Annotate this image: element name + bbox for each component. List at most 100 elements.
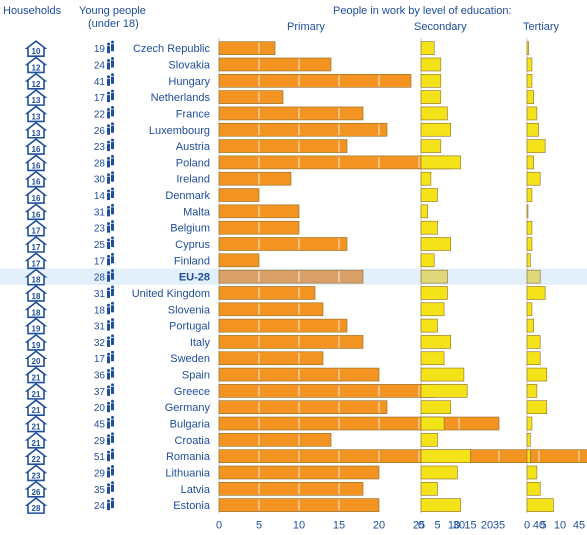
bar-secondary xyxy=(420,155,461,170)
household-value: 16 xyxy=(32,145,41,154)
house-icon: 10 xyxy=(24,40,48,57)
bar-secondary xyxy=(420,41,435,55)
bar-tertiary xyxy=(526,122,539,137)
household-value: 21 xyxy=(32,390,41,399)
young-people-value: 51 xyxy=(94,452,106,463)
bar-secondary xyxy=(420,269,448,284)
household-value: 13 xyxy=(32,112,41,121)
country-label: Poland xyxy=(176,157,210,169)
bar-primary xyxy=(218,122,388,137)
bar-tertiary xyxy=(526,498,554,512)
house-icon: 16 xyxy=(24,170,48,188)
household-value: 17 xyxy=(32,243,41,252)
country-label: Belgium xyxy=(170,223,210,235)
house-icon: 19 xyxy=(24,317,48,335)
country-label: France xyxy=(176,108,210,120)
people-icon xyxy=(107,497,114,511)
bar-tertiary xyxy=(526,220,533,235)
young-people-value: 25 xyxy=(94,240,106,251)
tick-label-primary: 30 xyxy=(453,519,465,531)
household-value: 19 xyxy=(32,341,41,350)
bar-secondary xyxy=(420,498,461,512)
house-icon: 21 xyxy=(24,366,48,384)
young-people-value: 22 xyxy=(94,109,106,120)
country-label: Denmark xyxy=(165,190,210,202)
people-icon xyxy=(107,318,114,331)
bar-tertiary xyxy=(526,302,533,317)
country-label: Malta xyxy=(183,206,211,218)
bar-tertiary xyxy=(526,57,533,72)
people-icon xyxy=(107,334,114,347)
people-icon xyxy=(107,432,114,445)
household-value: 17 xyxy=(32,227,41,236)
household-value: 16 xyxy=(32,210,41,219)
young-people-value: 30 xyxy=(94,175,106,186)
bar-primary xyxy=(218,449,587,463)
tick-label-primary: 45 xyxy=(573,519,585,531)
bar-secondary xyxy=(420,90,442,104)
young-people-value: 28 xyxy=(94,273,106,284)
bar-secondary xyxy=(420,188,438,202)
household-value: 16 xyxy=(32,178,41,187)
bar-primary xyxy=(218,286,316,300)
people-icon xyxy=(107,105,114,119)
house-icon: 23 xyxy=(24,464,48,482)
country-label: Germany xyxy=(165,402,211,414)
country-label: Italy xyxy=(190,337,211,349)
bar-tertiary xyxy=(526,41,529,55)
house-icon: 16 xyxy=(24,154,48,172)
people-icon xyxy=(107,383,114,396)
bar-secondary xyxy=(420,335,452,349)
house-icon: 26 xyxy=(24,480,48,498)
young-people-value: 23 xyxy=(94,142,106,153)
tick-label-secondary: 0 xyxy=(418,519,424,531)
country-label: Lithuania xyxy=(165,467,211,479)
household-value: 13 xyxy=(32,96,41,105)
bar-secondary xyxy=(420,481,438,496)
bar-secondary xyxy=(420,204,428,219)
bar-secondary xyxy=(420,171,432,186)
young-people-value: 14 xyxy=(94,191,106,202)
young-people-value: 23 xyxy=(94,224,106,235)
young-people-value: 37 xyxy=(94,387,106,398)
house-icon: 22 xyxy=(24,448,48,465)
household-value: 16 xyxy=(32,194,41,203)
bar-secondary xyxy=(420,465,458,480)
house-icon: 16 xyxy=(24,187,48,204)
bar-tertiary xyxy=(526,481,541,496)
tick-label-secondary: 5 xyxy=(434,519,440,531)
house-icon: 17 xyxy=(24,219,48,237)
bar-secondary xyxy=(420,318,438,333)
country-label: Hungary xyxy=(168,76,210,88)
household-value: 21 xyxy=(32,439,41,448)
bar-primary xyxy=(218,90,284,104)
country-label: Slovakia xyxy=(168,59,210,71)
people-icon xyxy=(107,481,114,494)
bar-primary xyxy=(218,57,332,72)
bar-primary xyxy=(218,253,260,268)
bar-primary xyxy=(218,106,364,121)
house-icon: 21 xyxy=(24,431,48,449)
bar-tertiary xyxy=(526,465,538,480)
household-value: 12 xyxy=(32,80,41,89)
bar-primary xyxy=(218,481,364,496)
country-label: Latvia xyxy=(181,484,211,496)
country-label: Czech Republic xyxy=(133,43,211,55)
country-label: Slovenia xyxy=(168,304,211,316)
house-icon: 13 xyxy=(24,121,48,139)
bar-secondary xyxy=(420,253,435,268)
tick-label-primary: 10 xyxy=(293,519,305,531)
house-icon: 21 xyxy=(24,382,48,400)
young-people-value: 41 xyxy=(94,77,106,88)
country-label: Sweden xyxy=(170,353,210,365)
young-people-value: 17 xyxy=(94,93,106,104)
household-value: 18 xyxy=(32,276,41,285)
people-icon xyxy=(107,203,114,217)
house-icon: 16 xyxy=(24,138,48,155)
bar-tertiary xyxy=(526,416,533,431)
young-people-value: 19 xyxy=(94,44,106,55)
household-value: 16 xyxy=(32,161,41,170)
bar-secondary xyxy=(420,220,438,235)
bar-secondary xyxy=(420,384,468,398)
people-icon xyxy=(107,56,114,70)
